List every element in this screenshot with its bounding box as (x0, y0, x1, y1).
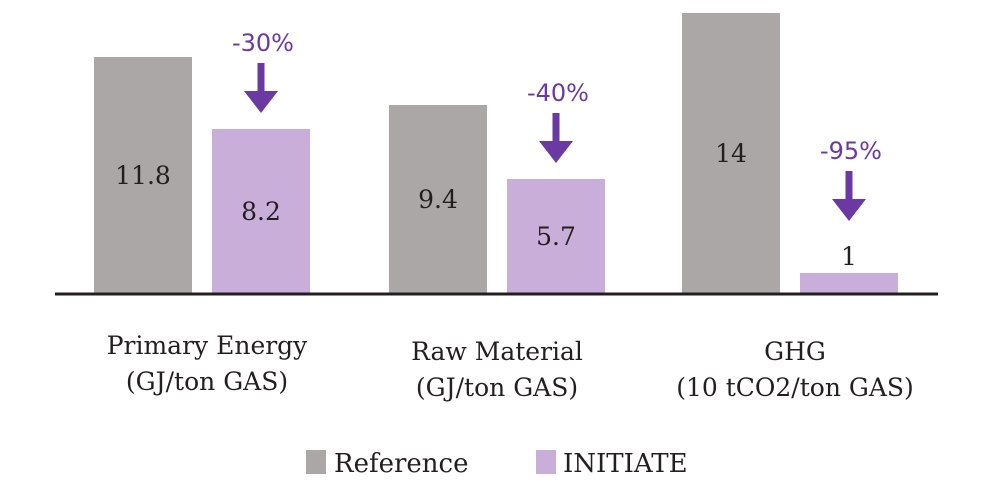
bar-reference-2 (389, 105, 487, 293)
value-label-initiate-3: 1 (841, 242, 857, 271)
value-labels-group: 11.8 8.2 9.4 5.7 14 1 (115, 139, 857, 271)
arrow-shaft-3 (845, 171, 853, 203)
category-label-1-line-1: Primary Energy (107, 331, 308, 360)
down-arrow-icon-1 (244, 91, 278, 113)
reduction-label-1: -30% (232, 29, 294, 57)
value-label-initiate-2: 5.7 (536, 222, 576, 251)
value-label-initiate-1: 8.2 (241, 197, 281, 226)
bars-group (94, 13, 898, 293)
category-label-1-line-2: (GJ/ton GAS) (126, 367, 288, 396)
value-label-reference-2: 9.4 (418, 185, 458, 214)
category-label-2-line-2: (GJ/ton GAS) (416, 373, 578, 402)
bar-initiate-3 (800, 273, 898, 293)
arrow-shaft-2 (552, 113, 560, 145)
category-label-3-line-1: GHG (764, 337, 826, 366)
legend-label-reference: Reference (334, 449, 468, 479)
annotations-group: -30% -40% -95% (232, 29, 882, 221)
reduction-label-2: -40% (527, 79, 589, 107)
legend-label-initiate: INITIATE (563, 449, 688, 479)
bar-initiate-1 (212, 129, 310, 293)
arrow-shaft-1 (257, 63, 265, 95)
value-label-reference-3: 14 (715, 139, 747, 168)
down-arrow-icon-2 (539, 141, 573, 163)
category-label-3-line-2: (10 tCO2/ton GAS) (676, 373, 914, 402)
bar-initiate-2 (507, 179, 605, 293)
down-arrow-icon-3 (832, 199, 866, 221)
legend-swatch-reference (306, 450, 326, 474)
category-labels-group: Primary Energy (GJ/ton GAS) Raw Material (G… (107, 331, 914, 402)
value-label-reference-1: 11.8 (115, 161, 171, 190)
legend-swatch-initiate (536, 450, 556, 474)
bar-reference-3 (682, 13, 780, 293)
bar-reference-1 (94, 57, 192, 293)
legend: Reference INITIATE (306, 449, 688, 479)
category-label-2-line-1: Raw Material (411, 337, 583, 366)
reduction-label-3: -95% (820, 137, 882, 165)
